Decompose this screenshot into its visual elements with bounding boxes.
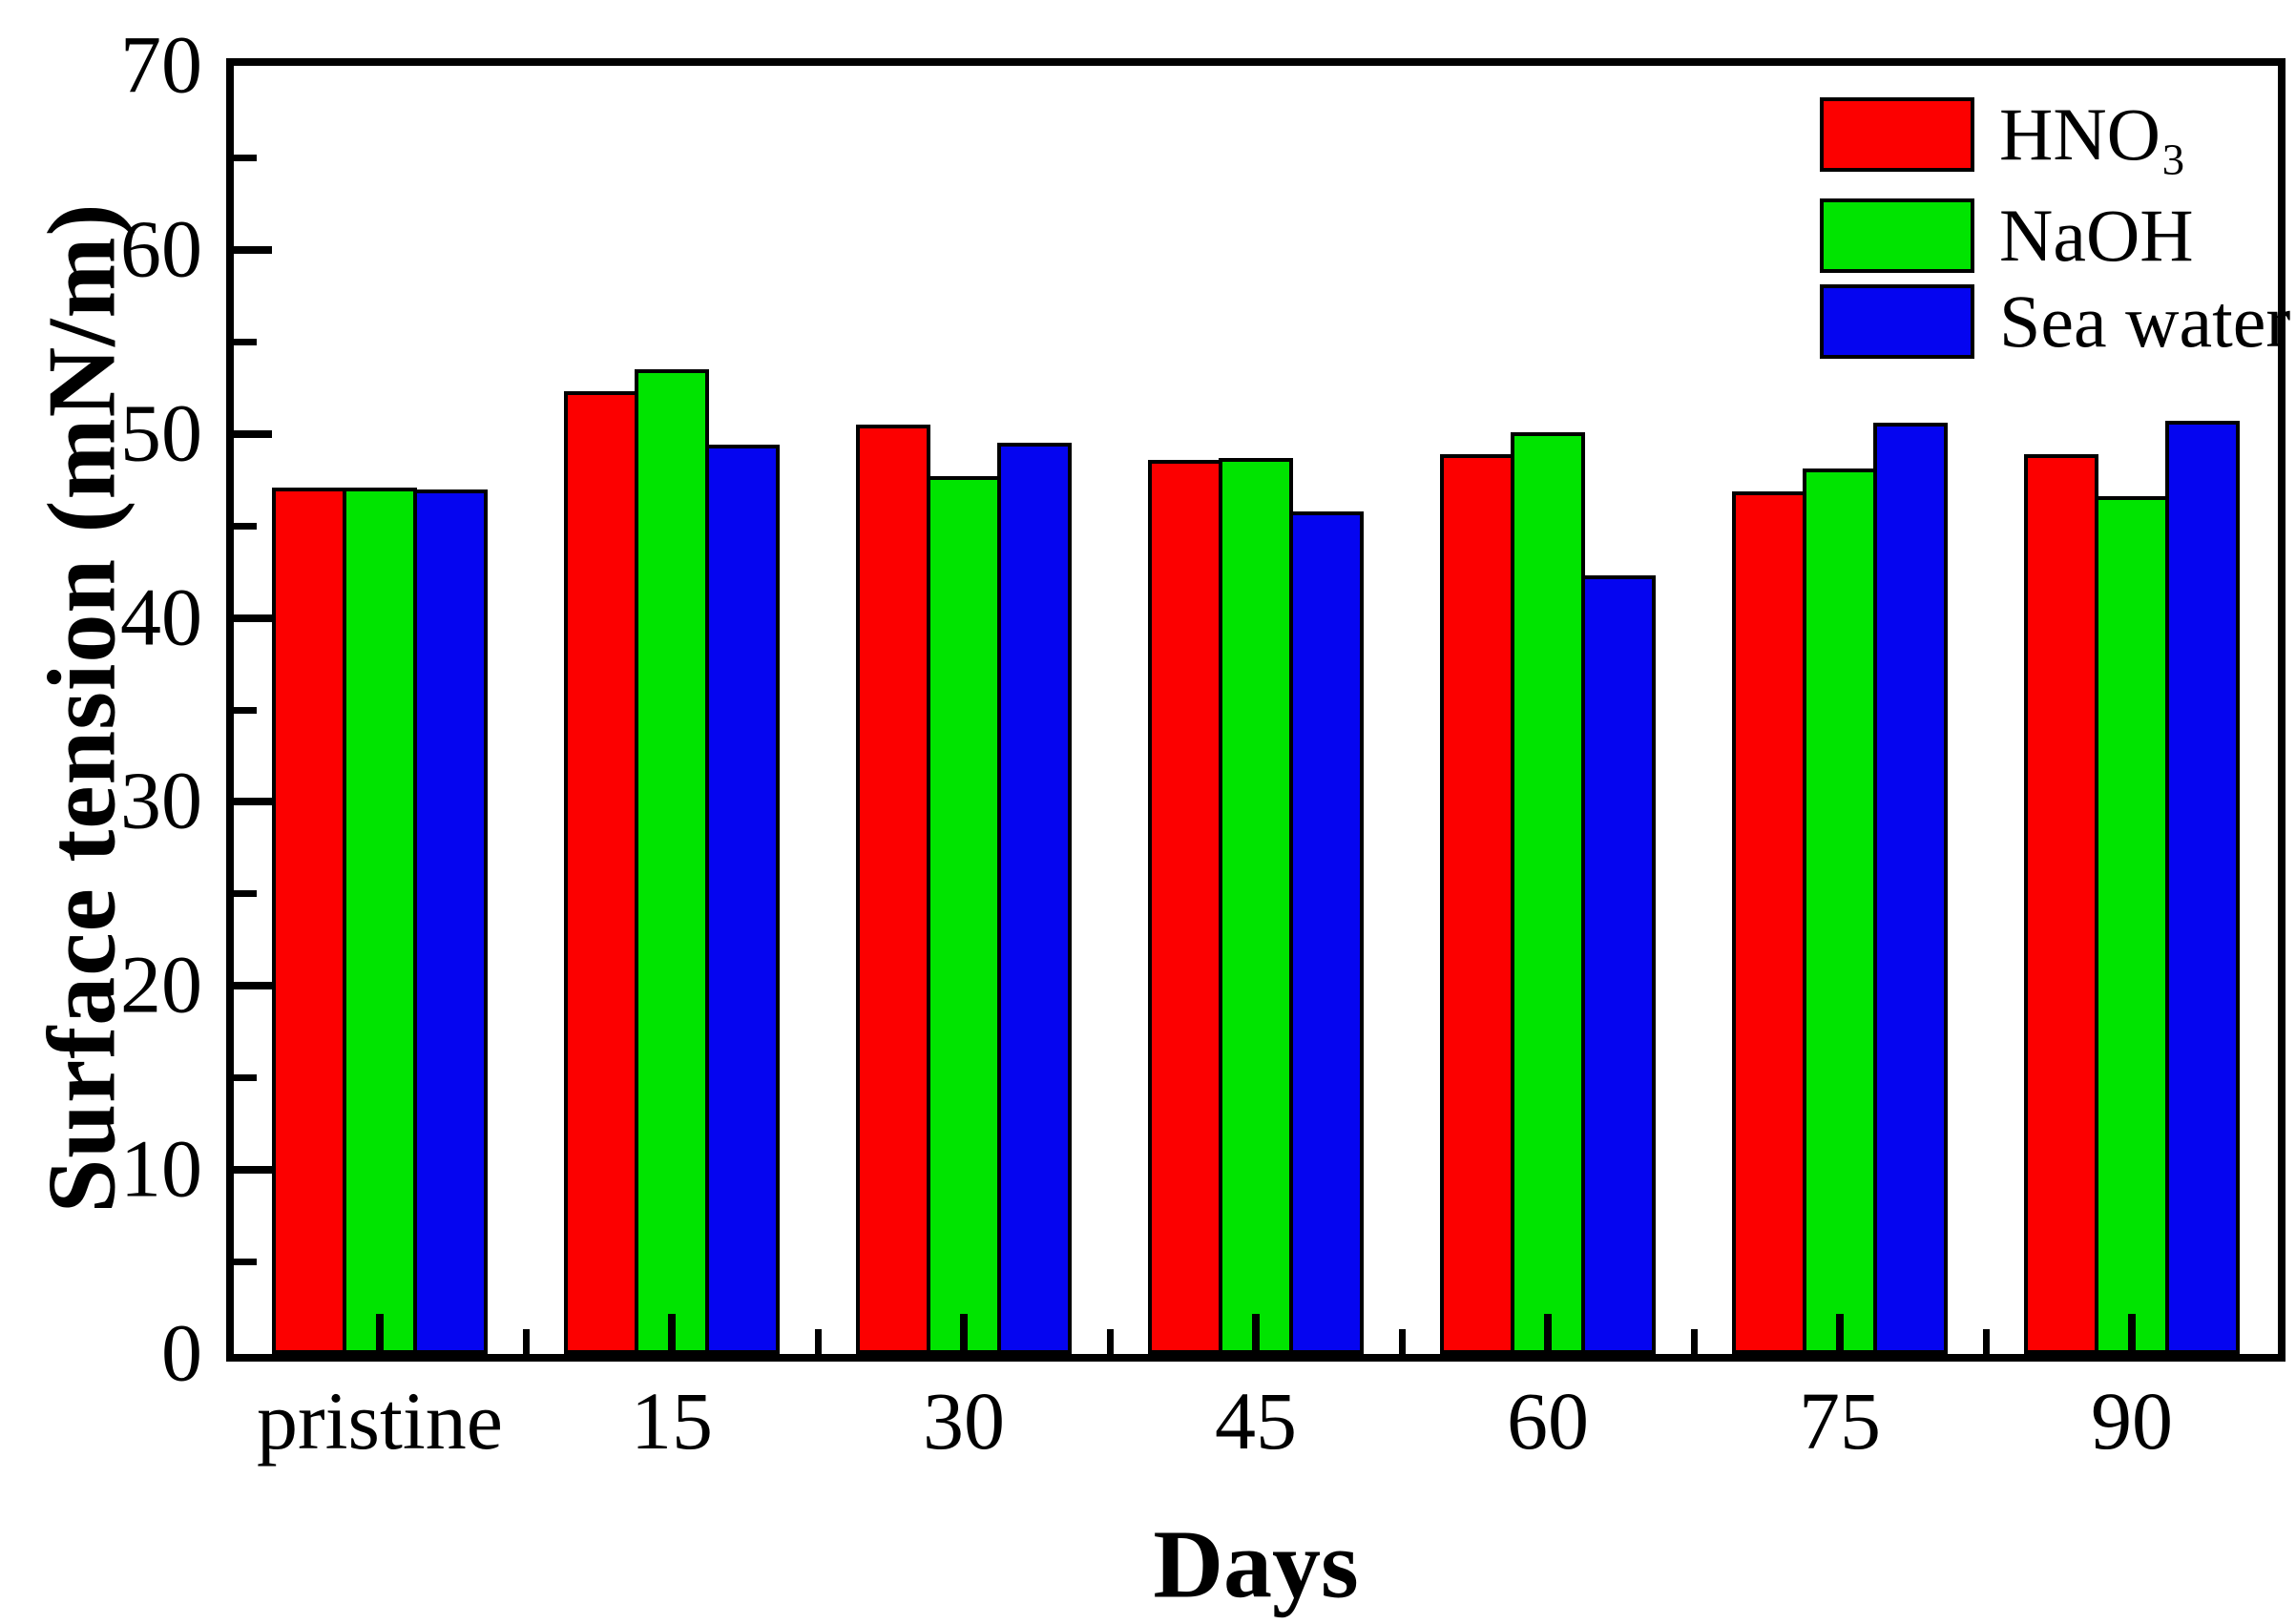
x-tick-label-75: 75: [1799, 1375, 1881, 1467]
y-minor-tick-15: [234, 1074, 257, 1082]
y-axis-title: Surface tension (mN/m): [28, 202, 136, 1214]
y-tick-label-30: 30: [120, 754, 202, 846]
bar-naoh-90: [2095, 496, 2169, 1354]
x-minor-tick-6: [1982, 1329, 1990, 1354]
x-major-tick-75: [1836, 1314, 1844, 1354]
x-tick-label-pristine: pristine: [257, 1375, 503, 1467]
bar-seawater-30: [997, 443, 1072, 1354]
y-major-tick-10: [234, 1166, 272, 1175]
bar-naoh-15: [635, 369, 709, 1354]
x-major-tick-60: [1544, 1314, 1552, 1354]
bar-hno3-45: [1148, 460, 1222, 1354]
bar-naoh-30: [927, 476, 1001, 1354]
x-minor-tick-4: [1398, 1329, 1406, 1354]
y-minor-tick-65: [234, 154, 257, 161]
y-tick-label-50: 50: [120, 385, 202, 478]
x-major-tick-15: [668, 1314, 676, 1354]
bar-seawater-90: [2165, 421, 2240, 1354]
x-major-tick-30: [960, 1314, 968, 1354]
bar-hno3-75: [1732, 491, 1806, 1354]
legend-label-naoh: NaOH: [1999, 194, 2194, 277]
bar-naoh-45: [1219, 458, 1293, 1354]
y-major-tick-30: [234, 798, 272, 806]
y-major-tick-40: [234, 614, 272, 622]
x-major-tick-90: [2128, 1314, 2136, 1354]
y-tick-label-20: 20: [120, 938, 202, 1031]
y-tick-label-0: 0: [161, 1306, 202, 1399]
bar-hno3-30: [856, 425, 930, 1354]
bar-hno3-60: [1440, 454, 1514, 1354]
bar-hno3-pristine: [272, 488, 346, 1354]
bar-hno3-90: [2024, 454, 2098, 1354]
bar-seawater-75: [1873, 423, 1948, 1354]
bar-seawater-60: [1581, 575, 1656, 1354]
bar-naoh-pristine: [343, 488, 417, 1354]
x-minor-tick-3: [1106, 1329, 1114, 1354]
legend-label-hno3: HNO₃: [1999, 93, 2187, 176]
bar-hno3-15: [564, 391, 638, 1354]
legend-swatch-hno3: [1820, 97, 1974, 172]
x-minor-tick-1: [522, 1329, 530, 1354]
plot-inner: [234, 66, 2278, 1354]
x-tick-label-15: 15: [631, 1375, 713, 1467]
y-major-tick-20: [234, 982, 272, 990]
x-major-tick-45: [1252, 1314, 1260, 1354]
legend-row-hno3: HNO₃: [1820, 97, 2290, 172]
y-minor-tick-35: [234, 706, 257, 714]
y-minor-tick-55: [234, 338, 257, 345]
y-major-tick-50: [234, 429, 272, 438]
plot-area: [226, 58, 2286, 1362]
legend-row-naoh: NaOH: [1820, 198, 2290, 273]
bar-naoh-75: [1803, 468, 1877, 1354]
bar-seawater-pristine: [413, 489, 488, 1354]
legend-row-seawater: Sea water: [1820, 284, 2290, 359]
y-minor-tick-25: [234, 890, 257, 898]
legend-swatch-naoh: [1820, 198, 1974, 273]
legend: HNO₃ NaOH Sea water: [1820, 97, 2290, 359]
bar-seawater-45: [1289, 511, 1364, 1354]
x-tick-label-45: 45: [1215, 1375, 1297, 1467]
x-tick-label-60: 60: [1507, 1375, 1589, 1467]
y-minor-tick-5: [234, 1259, 257, 1266]
y-tick-label-40: 40: [120, 570, 202, 662]
legend-label-seawater: Sea water: [1999, 280, 2291, 363]
x-tick-label-90: 90: [2091, 1375, 2173, 1467]
bar-seawater-15: [705, 445, 780, 1354]
x-tick-label-30: 30: [923, 1375, 1005, 1467]
y-tick-label-70: 70: [120, 18, 202, 111]
y-tick-label-10: 10: [120, 1122, 202, 1215]
x-major-tick-pristine: [376, 1314, 384, 1354]
legend-swatch-seawater: [1820, 284, 1974, 359]
x-axis-title: Days: [1153, 1510, 1359, 1619]
x-minor-tick-2: [814, 1329, 822, 1354]
y-tick-label-60: 60: [120, 202, 202, 295]
y-minor-tick-45: [234, 522, 257, 530]
x-minor-tick-5: [1690, 1329, 1698, 1354]
y-major-tick-60: [234, 245, 272, 254]
bar-naoh-60: [1511, 432, 1585, 1354]
